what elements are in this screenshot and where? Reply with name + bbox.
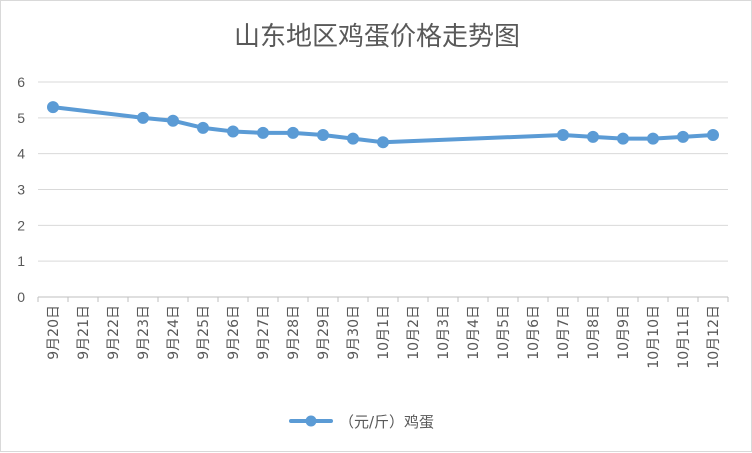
- legend-label: （元/斤）鸡蛋: [339, 413, 434, 431]
- x-tick-label: 10月4日: [466, 305, 482, 360]
- data-point-marker: [287, 126, 299, 139]
- legend-marker-swatch: [305, 415, 317, 427]
- x-tick-label: 10月1日: [376, 305, 392, 360]
- series-line: [51, 105, 715, 145]
- x-tick-label: 10月10日: [646, 305, 662, 369]
- data-point-marker: [587, 130, 599, 143]
- x-tick-label: 9月27日: [256, 305, 272, 360]
- x-tick-label: 9月20日: [46, 305, 62, 360]
- series-line-layer: [47, 101, 719, 149]
- data-point-marker: [317, 129, 329, 142]
- x-tick-label: 9月25日: [196, 305, 212, 360]
- y-axis-tick-labels: 0 1 2 3 4 5 6: [17, 74, 25, 305]
- x-tick-label: 9月28日: [286, 305, 302, 360]
- x-tick-label: 9月26日: [226, 305, 242, 360]
- x-tick-label: 9月30日: [346, 305, 362, 360]
- data-point-marker: [617, 132, 629, 145]
- data-point-marker: [647, 132, 659, 145]
- x-tick-label: 10月2日: [406, 305, 422, 360]
- data-point-marker: [557, 129, 569, 142]
- x-tick-label: 10月8日: [586, 305, 602, 360]
- x-tick-label: 10月11日: [676, 305, 692, 369]
- x-tick-label: 9月21日: [76, 305, 92, 360]
- x-tick-label: 10月12日: [706, 305, 722, 369]
- x-tick-label: 10月9日: [616, 305, 632, 360]
- y-tick-label: 1: [17, 253, 25, 269]
- data-point-marker: [707, 129, 719, 142]
- data-point-marker: [347, 132, 359, 145]
- x-tick-label: 9月22日: [106, 305, 122, 360]
- x-tick-label: 10月5日: [496, 305, 512, 360]
- legend: （元/斤）鸡蛋: [289, 413, 434, 431]
- data-point-marker: [677, 130, 689, 143]
- data-point-marker: [137, 111, 149, 124]
- chart-title: 山东地区鸡蛋价格走势图: [234, 22, 520, 52]
- x-tick-label: 10月6日: [526, 305, 542, 360]
- data-point-marker: [197, 121, 209, 134]
- data-point-marker: [167, 114, 179, 127]
- data-point-marker: [257, 126, 269, 139]
- data-point-marker: [227, 125, 239, 138]
- x-tick-label: 10月7日: [556, 305, 572, 360]
- x-tick-label: 10月3日: [436, 305, 452, 360]
- y-tick-label: 3: [17, 182, 25, 198]
- y-tick-label: 2: [17, 217, 25, 233]
- y-tick-label: 0: [17, 289, 25, 305]
- data-point-marker: [377, 136, 389, 149]
- data-point-marker: [47, 101, 59, 114]
- y-tick-label: 5: [17, 110, 25, 126]
- x-tick-label: 9月24日: [166, 305, 182, 360]
- x-axis-tick-labels: 9月20日 9月21日 9月22日 9月23日 9月24日 9月25日 9月26日 9月27日…: [46, 305, 722, 369]
- y-tick-label: 6: [17, 74, 25, 90]
- y-tick-label: 4: [17, 146, 25, 162]
- x-tick-label: 9月29日: [316, 305, 332, 360]
- x-tick-label: 9月23日: [136, 305, 152, 360]
